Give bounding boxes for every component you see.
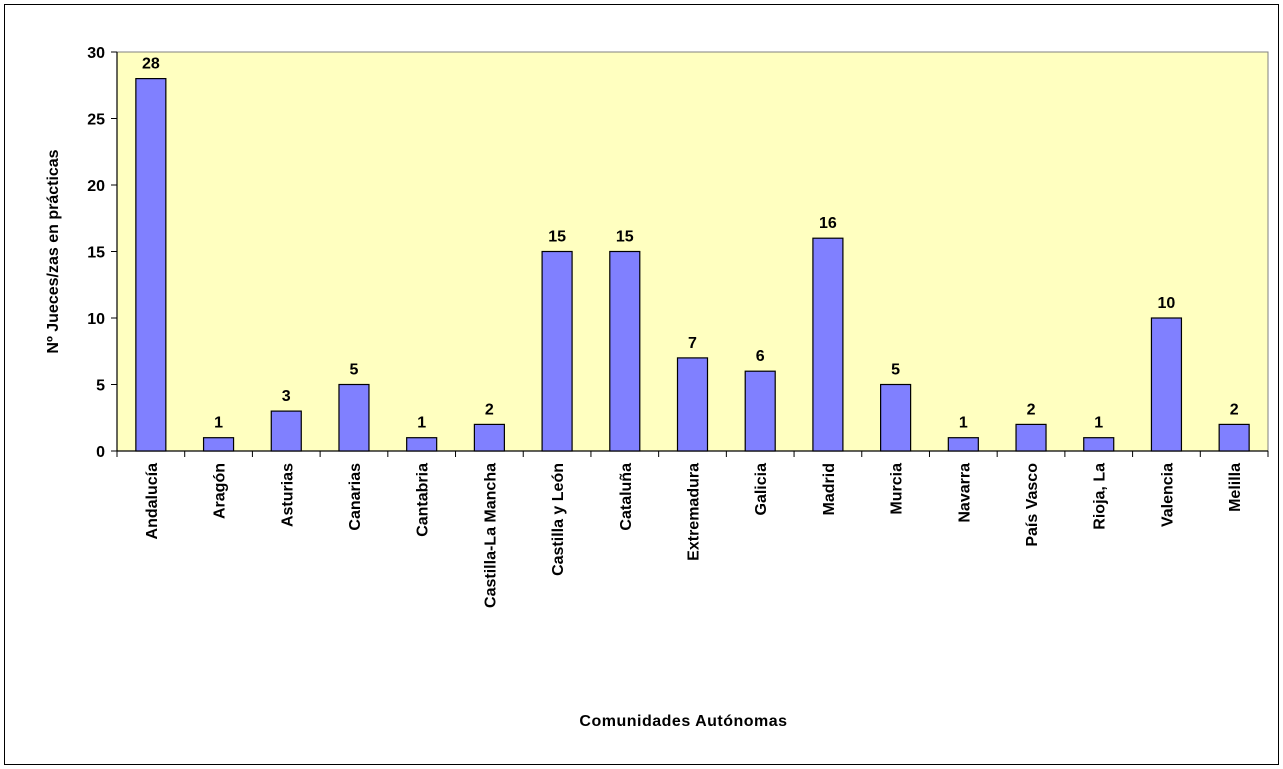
x-tick-label: Asturias: [279, 463, 296, 527]
x-tick-label: Castilla-La Mancha: [482, 463, 499, 608]
data-label: 1: [417, 415, 426, 432]
bar: [338, 383, 370, 452]
data-label: 2: [1027, 401, 1036, 418]
data-label: 2: [485, 401, 494, 418]
data-label: 7: [688, 335, 697, 352]
x-tick-label: Cantabria: [415, 463, 432, 537]
data-label: 15: [616, 229, 634, 246]
x-axis-ticks: Andalucía Aragón Asturias Canarias Cantabria…: [116, 451, 1269, 608]
x-tick-label: País Vasco: [1024, 463, 1041, 547]
data-label: 3: [282, 388, 291, 405]
data-labels: 28 1 3 5 1 2 15 15 7 6 16 5 1 2 1 10 2: [142, 56, 1239, 432]
bar: [1083, 437, 1115, 452]
data-label: 2: [1230, 401, 1239, 418]
y-tick-label: 10: [87, 311, 105, 328]
data-label: 6: [756, 348, 765, 365]
data-label: 1: [1094, 415, 1103, 432]
y-tick-label: 0: [96, 444, 105, 461]
data-label: 5: [891, 362, 900, 379]
x-tick-label: Rioja, La: [1092, 463, 1109, 530]
x-tick-label: Navarra: [956, 463, 973, 523]
x-tick-label: Cataluña: [618, 463, 635, 531]
x-tick-label: Valencia: [1159, 463, 1176, 527]
bar: [406, 437, 438, 452]
bar: [1150, 317, 1183, 452]
data-label: 5: [350, 362, 359, 379]
bar: [812, 237, 844, 452]
y-axis-title: Nº Jueces/zas en prácticas: [45, 149, 62, 353]
y-axis-ticks: 0 5 10 15 20 25 30: [87, 45, 117, 461]
x-tick-label: Galicia: [753, 463, 770, 516]
y-tick-label: 15: [87, 245, 105, 262]
data-label: 16: [819, 215, 837, 232]
bar: [1218, 423, 1250, 452]
x-axis-title: Comunidades Autónomas: [579, 713, 787, 730]
data-label: 10: [1158, 295, 1176, 312]
x-tick-label: Aragón: [212, 463, 229, 519]
x-tick-label: Castilla y León: [550, 463, 567, 576]
bar: [947, 437, 979, 452]
x-tick-label: Canarias: [347, 463, 364, 531]
bar: [676, 357, 709, 452]
x-tick-label: Murcia: [889, 463, 906, 515]
x-tick-label: Extremadura: [686, 463, 703, 561]
y-tick-label: 20: [87, 178, 105, 195]
data-label: 15: [548, 229, 566, 246]
data-label: 1: [214, 415, 223, 432]
y-tick-label: 30: [87, 45, 105, 62]
bar: [880, 383, 912, 452]
x-tick-label: Melilla: [1227, 463, 1244, 512]
bar: [1015, 423, 1047, 452]
x-tick-label: Madrid: [821, 463, 838, 515]
bar: [744, 370, 776, 452]
bar: [135, 77, 167, 452]
y-tick-label: 5: [96, 378, 105, 395]
y-tick-label: 25: [87, 112, 105, 129]
x-tick-label: Andalucía: [144, 463, 161, 540]
data-label: 1: [959, 415, 968, 432]
bar: [473, 423, 505, 452]
bar: [270, 410, 302, 452]
bar: [202, 437, 235, 452]
data-label: 28: [142, 56, 160, 73]
bar: [541, 250, 573, 452]
bars: [135, 77, 1250, 452]
bar: [609, 250, 641, 452]
